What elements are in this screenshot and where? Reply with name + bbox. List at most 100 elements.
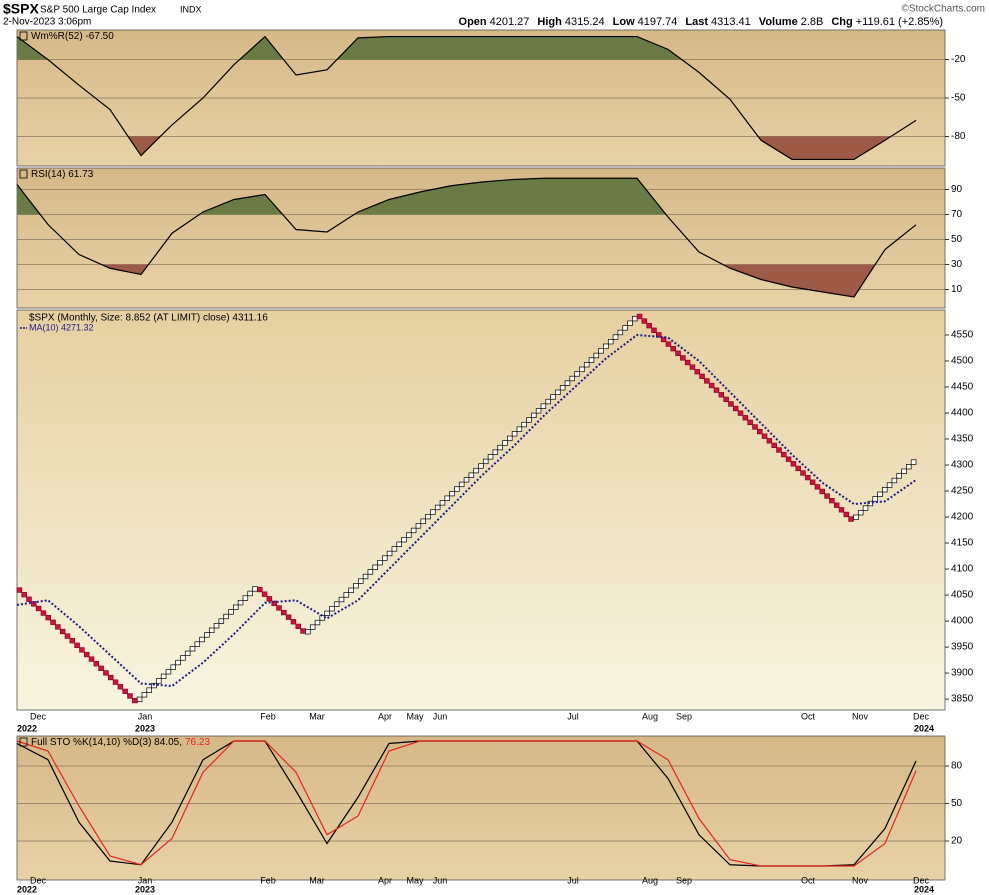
up-brick	[218, 618, 225, 624]
panel-title: Wm%R(52) -67.50	[31, 31, 114, 42]
up-brick	[305, 629, 311, 635]
up-brick	[862, 505, 869, 511]
down-brick	[785, 456, 792, 462]
down-brick	[805, 474, 811, 481]
up-brick	[853, 514, 859, 520]
y-tick-label: 90	[951, 184, 963, 195]
down-brick	[50, 619, 56, 625]
up-brick	[156, 678, 162, 684]
y-tick-label: 4150	[951, 538, 974, 549]
down-brick	[83, 651, 90, 658]
down-brick	[809, 479, 816, 485]
down-brick	[781, 451, 787, 458]
x-month-label: Jan	[138, 711, 153, 721]
down-brick	[732, 405, 739, 412]
up-brick	[497, 444, 503, 451]
up-brick	[319, 615, 326, 621]
up-brick	[901, 468, 907, 474]
x-month-label: Dec	[30, 875, 47, 885]
down-brick	[660, 336, 667, 343]
x-year-label: 2022	[17, 723, 37, 733]
up-brick	[357, 578, 364, 584]
down-brick	[59, 628, 66, 635]
up-brick	[550, 394, 556, 400]
down-brick	[261, 591, 268, 597]
down-brick	[829, 497, 835, 504]
x-month-label: Jun	[433, 875, 448, 885]
up-brick	[367, 569, 374, 575]
up-brick	[877, 491, 883, 497]
x-month-label: Aug	[642, 875, 658, 885]
down-brick	[26, 596, 32, 602]
up-brick	[478, 463, 484, 469]
down-brick	[35, 605, 42, 612]
y-tick-label: -80	[951, 131, 966, 142]
up-brick	[165, 669, 172, 675]
up-brick	[410, 527, 417, 534]
symbol: $SPX	[3, 1, 39, 17]
down-brick	[271, 600, 277, 607]
up-brick	[430, 509, 436, 515]
up-brick	[170, 664, 176, 670]
y-tick-label: 4500	[951, 356, 974, 367]
x-month-label: Mar	[309, 711, 325, 721]
y-tick-label: -20	[951, 54, 966, 65]
y-tick-label: 4200	[951, 512, 974, 523]
down-brick	[112, 679, 119, 685]
quote-value: 4313.41	[711, 16, 751, 28]
down-brick	[88, 656, 95, 662]
down-brick	[285, 614, 292, 620]
x-month-label: Dec	[913, 875, 930, 885]
x-month-label: Feb	[260, 875, 276, 885]
up-brick	[574, 371, 580, 377]
down-brick	[790, 461, 797, 467]
y-tick-label: 3950	[951, 642, 974, 653]
down-brick	[814, 484, 821, 490]
y-tick-label: 4350	[951, 434, 974, 445]
x-year-label: 2023	[135, 884, 155, 894]
legend-entry: MA(10) 4271.32	[29, 322, 94, 332]
down-brick	[40, 610, 47, 616]
up-brick	[627, 320, 633, 326]
quote-label: Volume	[759, 16, 798, 28]
down-brick	[127, 693, 133, 699]
up-brick	[232, 604, 239, 610]
up-brick	[492, 449, 499, 455]
y-tick-label: 80	[951, 761, 963, 772]
up-brick	[141, 692, 148, 698]
up-brick	[564, 380, 571, 386]
x-month-label: Sep	[676, 711, 692, 721]
down-brick	[74, 642, 80, 648]
up-brick	[329, 606, 335, 612]
up-brick	[511, 431, 518, 437]
up-brick	[208, 627, 215, 633]
down-brick	[122, 688, 128, 695]
down-brick	[300, 628, 306, 634]
up-brick	[906, 464, 912, 470]
quote-value: 2.8B	[801, 16, 824, 28]
y-tick-label: -50	[951, 93, 966, 104]
down-brick	[16, 587, 23, 593]
up-brick	[314, 619, 321, 626]
down-brick	[824, 493, 830, 499]
up-brick	[463, 477, 470, 483]
up-brick	[223, 613, 229, 620]
down-brick	[694, 369, 701, 375]
up-brick	[444, 495, 451, 501]
up-brick	[555, 389, 561, 395]
up-brick	[632, 316, 638, 322]
y-tick-label: 4300	[951, 460, 974, 471]
y-tick-label: 4250	[951, 486, 974, 497]
data-line	[16, 740, 917, 867]
up-brick	[242, 595, 249, 601]
x-month-label: Oct	[801, 875, 816, 885]
quote-label: High	[537, 16, 562, 28]
data-line	[16, 35, 917, 161]
up-brick	[598, 348, 604, 354]
up-brick	[324, 610, 330, 616]
down-brick	[290, 619, 297, 625]
x-month-label: Apr	[378, 875, 392, 885]
down-brick	[21, 592, 27, 598]
x-year-label: 2023	[135, 723, 155, 733]
up-brick	[896, 473, 902, 479]
